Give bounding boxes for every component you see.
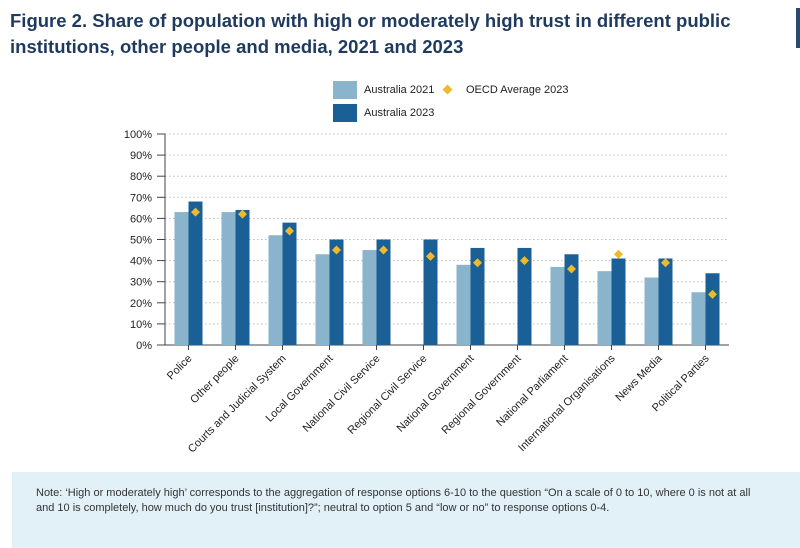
legend-label-australia-2023: Australia 2023 bbox=[364, 107, 435, 119]
bar-australia-2023 bbox=[658, 258, 673, 345]
legend-label-australia-2021: Australia 2021 bbox=[364, 84, 435, 96]
y-tick-label: 50% bbox=[130, 235, 152, 247]
y-tick-label: 10% bbox=[130, 319, 152, 331]
note-line-1: Note: ‘High or moderately high’ correspo… bbox=[36, 487, 751, 499]
figure-title: Figure 2. Share of population with high … bbox=[10, 8, 770, 60]
marker-oecd-2023 bbox=[661, 258, 670, 268]
bar-australia-2023 bbox=[282, 222, 297, 345]
marker-oecd-2023 bbox=[285, 226, 294, 236]
bar-australia-2023 bbox=[188, 201, 203, 345]
y-tick-label: 40% bbox=[130, 256, 152, 268]
legend-swatch-australia-2021 bbox=[333, 81, 357, 99]
bar-australia-2021 bbox=[691, 292, 706, 345]
y-tick-label: 100% bbox=[124, 129, 152, 141]
bar-australia-2021 bbox=[268, 235, 283, 345]
y-tick-label: 60% bbox=[130, 213, 152, 225]
bar-australia-2023 bbox=[423, 239, 438, 345]
bar-australia-2023 bbox=[235, 209, 250, 345]
x-tick-label: National Government bbox=[395, 353, 477, 435]
bar-australia-2023 bbox=[517, 247, 532, 345]
note-line-2: and 10 is completely, how much do you tr… bbox=[36, 501, 610, 514]
y-tick-label: 80% bbox=[130, 171, 152, 183]
bar-australia-2023 bbox=[470, 247, 485, 345]
legend-label-oecd-2023: OECD Average 2023 bbox=[466, 84, 569, 96]
bar-australia-2023 bbox=[611, 258, 626, 345]
x-tick-label: Courts and Judicial System bbox=[186, 353, 289, 456]
figure-title-line-2: institutions, other people and media, 20… bbox=[10, 36, 464, 57]
marker-oecd-2023 bbox=[614, 249, 623, 259]
bar-australia-2021 bbox=[456, 264, 471, 345]
marker-oecd-2023 bbox=[238, 209, 247, 219]
bar-australia-2021 bbox=[174, 212, 189, 345]
y-tick-label: 20% bbox=[130, 298, 152, 310]
marker-oecd-2023 bbox=[332, 245, 341, 255]
marker-oecd-2023 bbox=[379, 245, 388, 255]
marker-oecd-2023 bbox=[473, 258, 482, 268]
x-tick-label: National Civil Service bbox=[301, 353, 383, 435]
figure-title-line-1: Figure 2. Share of population with high … bbox=[10, 10, 731, 31]
bar-australia-2023 bbox=[329, 239, 344, 345]
bar-australia-2023 bbox=[376, 239, 391, 345]
marker-oecd-2023 bbox=[567, 264, 576, 274]
y-tick-label: 30% bbox=[130, 277, 152, 289]
bar-australia-2021 bbox=[550, 266, 565, 345]
bar-australia-2023 bbox=[564, 254, 579, 345]
note-box: Note: ‘High or moderately high’ correspo… bbox=[12, 472, 800, 548]
x-tick-label: Police bbox=[165, 353, 195, 383]
x-tick-label: Regional Civil Service bbox=[345, 353, 429, 437]
marker-oecd-2023 bbox=[520, 256, 529, 266]
x-tick-label: International Organisations bbox=[516, 352, 618, 454]
bar-australia-2021 bbox=[597, 271, 612, 345]
bar-australia-2021 bbox=[315, 254, 330, 345]
bar-australia-2021 bbox=[221, 212, 236, 345]
y-tick-label: 90% bbox=[130, 150, 152, 162]
x-tick-label: News Media bbox=[613, 352, 665, 404]
y-tick-label: 0% bbox=[136, 340, 152, 352]
x-tick-label: Regional Government bbox=[439, 353, 523, 437]
bar-australia-2021 bbox=[362, 250, 377, 345]
marker-oecd-2023 bbox=[426, 251, 435, 261]
page-edge-mark bbox=[796, 8, 800, 48]
marker-oecd-2023 bbox=[191, 207, 200, 217]
note-text: Note: ‘High or moderately high’ correspo… bbox=[36, 486, 796, 515]
bar-australia-2023 bbox=[705, 273, 720, 345]
y-tick-label: 70% bbox=[130, 192, 152, 204]
bar-chart: 0%10%20%30%40%50%60%70%80%90%100%PoliceO… bbox=[124, 129, 729, 456]
legend-swatch-australia-2023 bbox=[333, 104, 357, 122]
marker-oecd-2023 bbox=[708, 289, 717, 299]
bar-australia-2021 bbox=[644, 277, 659, 345]
